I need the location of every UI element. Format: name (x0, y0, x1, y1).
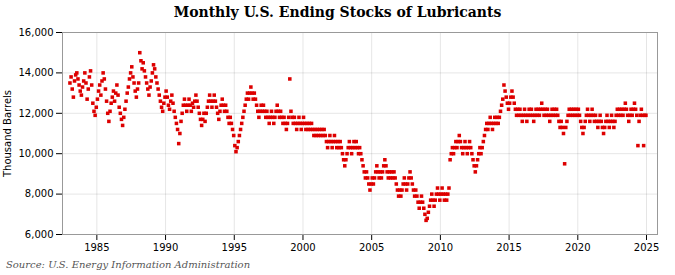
svg-text:2005: 2005 (359, 242, 384, 253)
svg-text:Thousand Barrels: Thousand Barrels (2, 90, 13, 178)
svg-text:14,000: 14,000 (19, 67, 54, 78)
svg-text:2025: 2025 (634, 242, 659, 253)
svg-text:2000: 2000 (290, 242, 315, 253)
svg-text:1985: 1985 (84, 242, 109, 253)
html-text:Source: U.S. Energy Informatio: Source: U.S. Energy Information Administ… (6, 259, 251, 270)
svg-text:6,000: 6,000 (25, 229, 54, 240)
svg-text:1990: 1990 (153, 242, 178, 253)
svg-text:12,000: 12,000 (19, 108, 54, 119)
svg-text:2010: 2010 (428, 242, 453, 253)
svg-text:10,000: 10,000 (19, 148, 54, 159)
svg-text:1995: 1995 (222, 242, 247, 253)
svg-text:2015: 2015 (496, 242, 521, 253)
svg-text:8,000: 8,000 (25, 188, 54, 199)
html-text:Monthly U.S. Ending Stocks of: Monthly U.S. Ending Stocks of Lubricants (173, 4, 502, 20)
svg-text:16,000: 16,000 (19, 27, 54, 38)
svg-text:2020: 2020 (565, 242, 590, 253)
